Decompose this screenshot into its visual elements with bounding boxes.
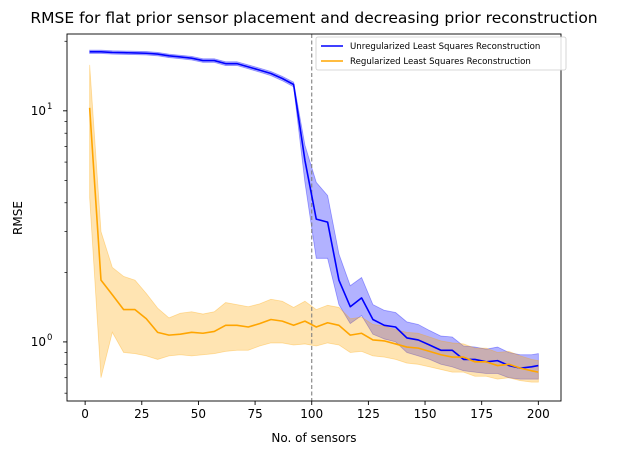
line-series-1 bbox=[88, 107, 539, 373]
legend-label-regularized: Regularized Least Squares Reconstruction bbox=[350, 57, 531, 67]
legend-box bbox=[315, 36, 567, 71]
chart-title: RMSE for flat prior sensor placement and… bbox=[30, 9, 597, 27]
x-tick-label: 0 bbox=[81, 407, 89, 421]
y-axis-label: RMSE bbox=[11, 201, 25, 235]
x-axis-label: No. of sensors bbox=[271, 431, 356, 445]
legend-label-unregularized: Unregularized Least Squares Reconstructi… bbox=[350, 42, 540, 52]
y-tick-label: 10 bbox=[31, 104, 46, 118]
x-tick-label: 200 bbox=[527, 407, 550, 421]
confidence-bands bbox=[89, 49, 539, 383]
y-tick-exponent: 1 bbox=[47, 102, 52, 112]
x-tick-label: 150 bbox=[414, 407, 437, 421]
x-tick-label: 75 bbox=[247, 407, 262, 421]
x-tick-label: 25 bbox=[134, 407, 149, 421]
x-tick-label: 100 bbox=[300, 407, 323, 421]
y-tick-exponent: 0 bbox=[47, 333, 52, 343]
plot-frame bbox=[66, 33, 562, 402]
x-tick-label: 50 bbox=[191, 407, 206, 421]
series-lines bbox=[88, 51, 539, 373]
band-series-1 bbox=[89, 64, 539, 383]
y-tick-label: 10 bbox=[31, 335, 46, 349]
legend: Unregularized Least Squares Reconstructi… bbox=[315, 36, 567, 71]
x-axis-ticks: 0 25 50 75 100 125 150 175 200 bbox=[81, 401, 550, 421]
x-tick-label: 125 bbox=[357, 407, 380, 421]
x-tick-label: 175 bbox=[470, 407, 493, 421]
band-series-0 bbox=[89, 49, 539, 380]
